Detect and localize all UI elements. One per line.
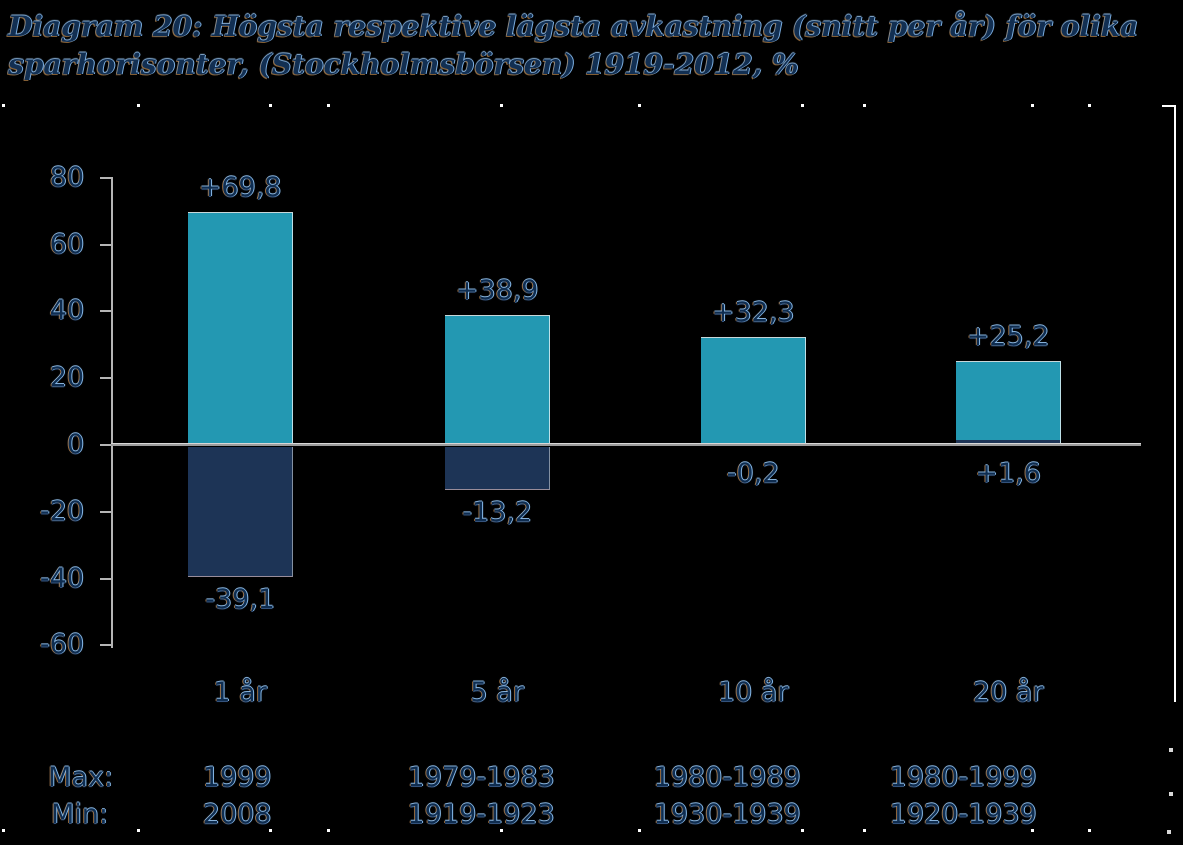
max-row-value: 1999 — [202, 762, 272, 793]
bar-min-value-label: -0,2 — [726, 458, 780, 489]
bar-min-value-label: -39,1 — [205, 584, 275, 615]
border-dot — [1167, 830, 1171, 834]
bar-min-value-label: -13,2 — [462, 497, 532, 528]
border-dot — [500, 829, 503, 832]
min-row-value: 1930-1939 — [653, 799, 801, 830]
border-dot — [638, 829, 641, 832]
chart-title: Diagram 20: Högsta respektive lägsta avk… — [8, 8, 1168, 84]
border-dot — [327, 104, 330, 107]
bar-min — [956, 440, 1060, 445]
min-row-value: 1919-1923 — [407, 799, 555, 830]
bar-max-value-label: +25,2 — [966, 321, 1050, 352]
y-axis-tick — [100, 511, 111, 513]
y-axis-tick — [100, 310, 111, 312]
y-axis-tick-label: -60 — [39, 629, 84, 660]
chart-title-line1: Diagram 20: Högsta respektive lägsta avk… — [8, 10, 1139, 43]
border-dot — [801, 829, 804, 832]
y-axis-line — [111, 177, 113, 648]
bar-min — [188, 447, 293, 577]
y-axis-tick-label: 60 — [49, 229, 84, 260]
bar-max-value-label: +32,3 — [711, 297, 795, 328]
y-axis-tick — [100, 177, 111, 179]
border-dot — [638, 104, 641, 107]
y-axis-tick-label: -20 — [39, 496, 84, 527]
y-axis-tick — [100, 244, 111, 246]
border-dot — [269, 829, 272, 832]
max-row-value: 1980-1999 — [889, 762, 1037, 793]
border-dot — [863, 104, 866, 107]
category-label: 20 år — [972, 677, 1044, 708]
border-dot — [269, 104, 272, 107]
bar-min-value-label: +1,6 — [975, 458, 1041, 489]
border-dot — [137, 829, 140, 832]
bar-max — [445, 315, 550, 445]
border-dot — [1088, 829, 1091, 832]
page-edge-strip — [0, 845, 1183, 849]
border-dot — [500, 104, 503, 107]
page-edge-line — [1174, 105, 1176, 702]
max-row-label: Max: — [48, 762, 113, 793]
min-row-value: 2008 — [202, 799, 272, 830]
y-axis-tick-label: 80 — [49, 162, 84, 193]
border-dot — [1088, 104, 1091, 107]
y-axis-tick — [100, 644, 111, 646]
min-row-value: 1920-1939 — [889, 799, 1037, 830]
bar-max — [701, 337, 806, 445]
y-axis-tick — [100, 578, 111, 580]
bar-max-value-label: +38,9 — [455, 275, 539, 306]
border-dot — [1169, 748, 1173, 752]
border-dot — [327, 829, 330, 832]
border-dot — [1031, 104, 1034, 107]
border-dot — [801, 104, 804, 107]
y-axis-tick-label: -40 — [39, 563, 84, 594]
y-axis-tick — [100, 444, 111, 446]
border-dot — [2, 829, 5, 832]
category-label: 5 år — [470, 677, 524, 708]
border-dash — [1162, 105, 1175, 107]
bar-max — [956, 361, 1061, 445]
border-dot — [2, 104, 5, 107]
min-row-label: Min: — [51, 799, 109, 830]
border-dot — [1031, 829, 1034, 832]
max-row-value: 1979-1983 — [407, 762, 555, 793]
bar-min — [445, 447, 550, 490]
y-axis-tick-label: 20 — [49, 362, 84, 393]
zero-gridline — [111, 443, 1141, 446]
y-axis-tick-label: 40 — [49, 295, 84, 326]
max-row-value: 1980-1989 — [653, 762, 801, 793]
bar-max — [188, 212, 293, 445]
bar-max-value-label: +69,8 — [198, 172, 282, 203]
chart-title-line2: sparhorisonter, (Stockholmsbörsen) 1919-… — [8, 48, 799, 81]
category-label: 10 år — [717, 677, 789, 708]
category-label: 1 år — [213, 677, 267, 708]
y-axis-tick — [100, 377, 111, 379]
border-dot — [863, 829, 866, 832]
y-axis-tick-label: 0 — [66, 429, 84, 460]
border-dot — [1169, 792, 1173, 796]
border-dot — [137, 104, 140, 107]
